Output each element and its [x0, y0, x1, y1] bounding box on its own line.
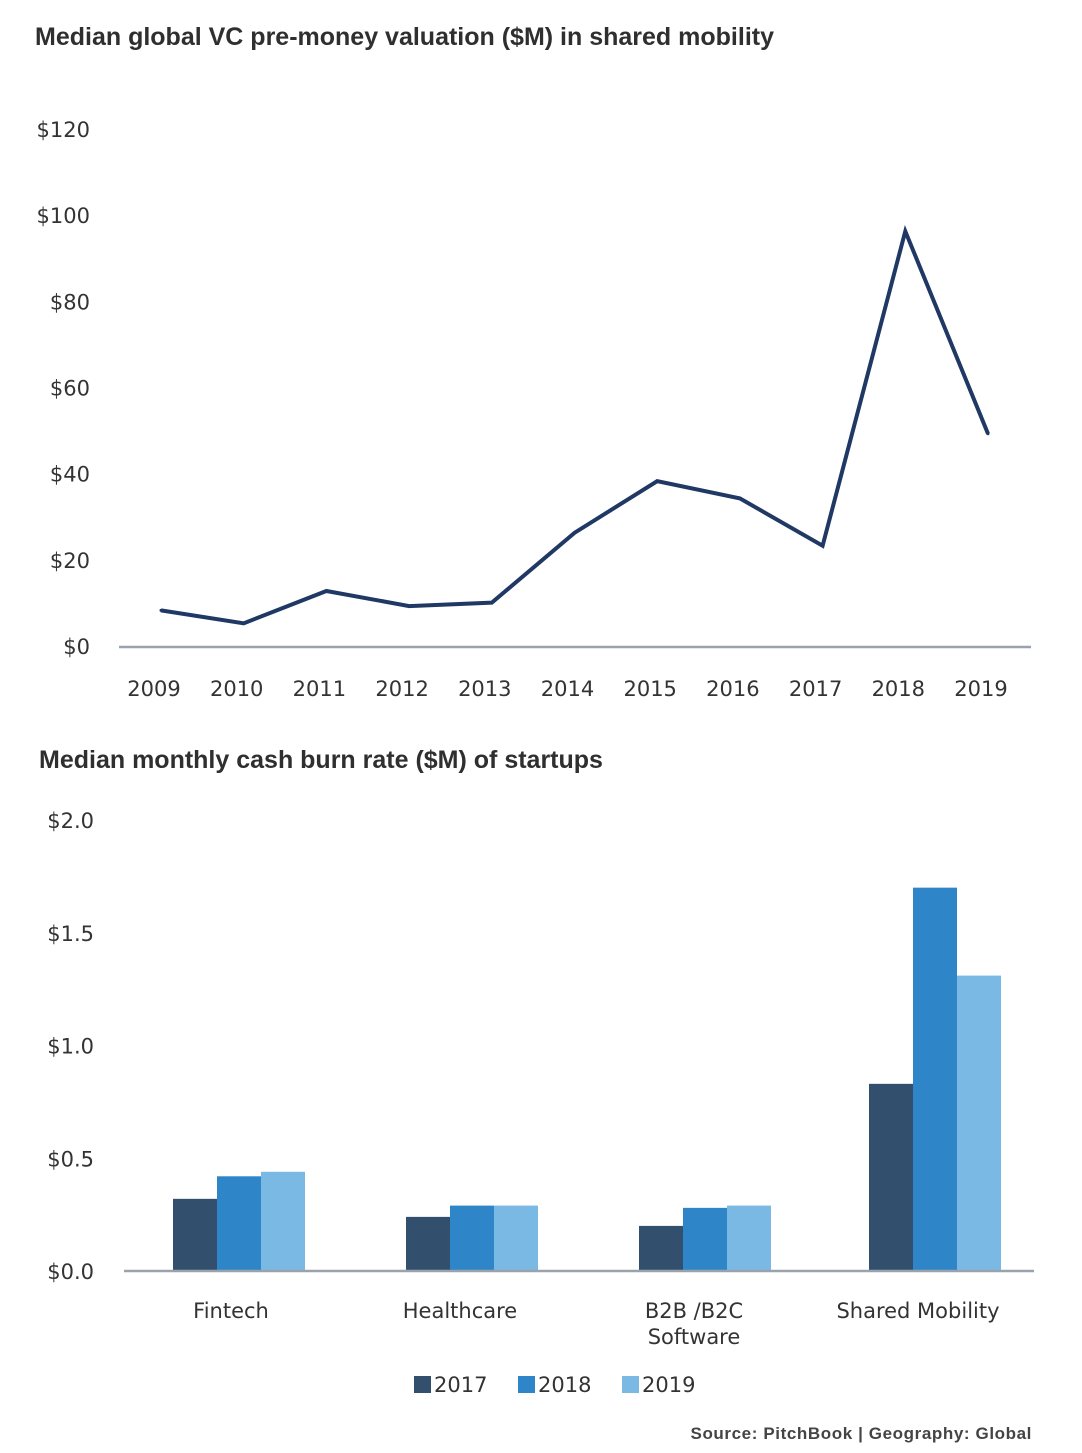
bar	[683, 1207, 727, 1271]
y-tick-label: $20	[50, 549, 90, 573]
data-point	[903, 229, 907, 233]
x-tick-label: 2019	[954, 677, 1007, 701]
bar	[494, 1205, 538, 1271]
valuation-line-chart: $0 $20 $40 $60 $80 $100 $120 2009 2010 2011 2012 20…	[37, 118, 1031, 701]
y-tick-label: $0.5	[47, 1147, 94, 1171]
x-tick-label: B2B /B2C	[645, 1299, 743, 1323]
bar	[913, 887, 957, 1271]
x-tick-label: 2013	[458, 677, 511, 701]
x-tick-label: 2018	[872, 677, 925, 701]
y-tick-label: $0.0	[47, 1260, 94, 1284]
data-point	[738, 496, 742, 500]
y-tick-label: $100	[37, 204, 90, 228]
x-tick-label: 2011	[293, 677, 346, 701]
bar	[173, 1198, 217, 1271]
legend-swatch	[622, 1376, 639, 1393]
source-note: Source: PitchBook | Geography: Global	[690, 1424, 1032, 1443]
data-point	[490, 601, 494, 605]
x-tick-label: 2016	[706, 677, 759, 701]
data-point	[242, 621, 246, 625]
data-point	[655, 479, 659, 483]
data-point	[986, 432, 990, 436]
bar	[406, 1216, 450, 1271]
data-point	[573, 531, 576, 535]
line-chart-title: Median global VC pre-money valuation ($M…	[35, 23, 774, 51]
x-tick-label: 2017	[789, 677, 842, 701]
y-tick-label: $60	[50, 377, 90, 401]
x-tick-label: 2012	[375, 677, 428, 701]
legend-label: 2017	[434, 1373, 487, 1397]
data-point	[821, 544, 825, 548]
y-tick-label: $1.5	[47, 922, 94, 946]
y-tick-label: $80	[50, 290, 90, 314]
legend-swatch	[518, 1376, 535, 1393]
x-tick-label: Shared Mobility	[836, 1299, 999, 1323]
x-tick-label: Software	[648, 1325, 741, 1349]
bar	[639, 1225, 683, 1271]
bar	[869, 1083, 913, 1271]
bar	[217, 1176, 261, 1271]
bar	[957, 975, 1001, 1271]
legend-swatch	[414, 1376, 431, 1393]
y-tick-label: $2.0	[47, 809, 94, 833]
x-tick-label: Healthcare	[403, 1299, 517, 1323]
legend-label: 2018	[538, 1373, 591, 1397]
x-tick-label: 2010	[210, 677, 263, 701]
y-tick-label: $40	[50, 463, 90, 487]
bar	[450, 1205, 494, 1271]
bar-chart-title: Median monthly cash burn rate ($M) of st…	[39, 746, 603, 774]
data-point	[159, 608, 163, 612]
data-point	[407, 604, 411, 608]
x-tick-label: Fintech	[193, 1299, 269, 1323]
y-tick-label: $1.0	[47, 1035, 94, 1059]
x-tick-label: 2015	[623, 677, 676, 701]
legend-label: 2019	[642, 1373, 695, 1397]
y-tick-label: $0	[63, 635, 90, 659]
x-tick-label: 2014	[541, 677, 594, 701]
bar	[261, 1171, 305, 1271]
x-tick-label: 2009	[127, 677, 180, 701]
bar	[727, 1205, 771, 1271]
data-point	[324, 589, 328, 593]
y-tick-label: $120	[37, 118, 90, 142]
